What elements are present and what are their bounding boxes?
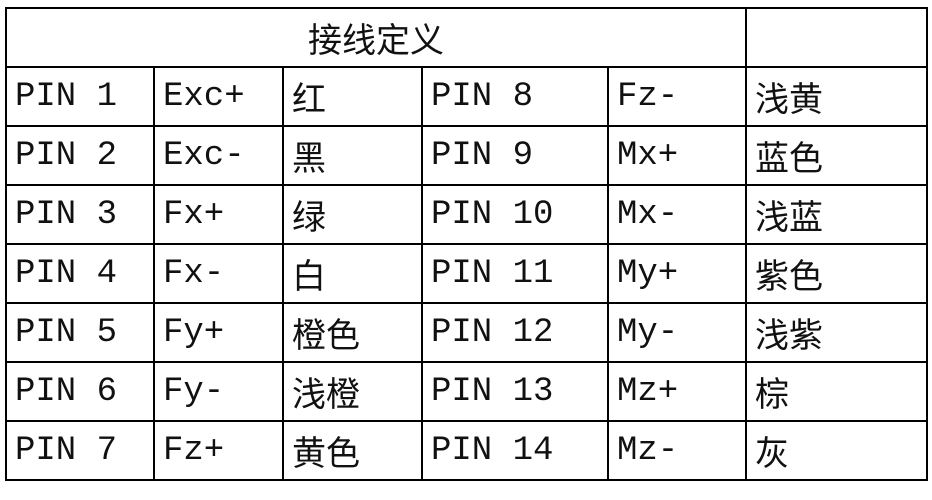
table-row: PIN 4 Fx- 白 PIN 11 My+ 紫色: [5, 243, 928, 304]
signal-left-cell: Fx-: [153, 243, 284, 304]
color-left-cell: 黄色: [282, 420, 423, 481]
color-left-cell: 浅橙: [282, 361, 423, 422]
table-row: PIN 6 Fy- 浅橙 PIN 13 Mz+ 棕: [5, 361, 928, 422]
pin-left-cell: PIN 3: [5, 184, 155, 245]
pin-right-cell: PIN 9: [421, 125, 609, 186]
color-left-cell: 白: [282, 243, 423, 304]
table-row: PIN 1 Exc+ 红 PIN 8 Fz- 浅黄: [5, 66, 928, 127]
color-right-cell: 浅黄: [745, 66, 928, 127]
signal-right-cell: Fz-: [607, 66, 747, 127]
signal-left-cell: Fy-: [153, 361, 284, 422]
pin-left-cell: PIN 5: [5, 302, 155, 363]
pin-right-cell: PIN 8: [421, 66, 609, 127]
pin-left-cell: PIN 6: [5, 361, 155, 422]
color-right-cell: 浅蓝: [745, 184, 928, 245]
pin-left-cell: PIN 2: [5, 125, 155, 186]
wiring-definition-table: 接线定义 PIN 1 Exc+ 红 PIN 8 Fz- 浅黄 PIN 2 Exc- 黑 PIN 9…: [5, 7, 928, 481]
signal-left-cell: Fy+: [153, 302, 284, 363]
table-row: PIN 5 Fy+ 橙色 PIN 12 My- 浅紫: [5, 302, 928, 363]
color-left-cell: 黑: [282, 125, 423, 186]
color-right-cell: 紫色: [745, 243, 928, 304]
empty-header-cell: [745, 7, 928, 68]
pin-left-cell: PIN 7: [5, 420, 155, 481]
color-right-cell: 蓝色: [745, 125, 928, 186]
color-right-cell: 棕: [745, 361, 928, 422]
signal-left-cell: Exc+: [153, 66, 284, 127]
pin-right-cell: PIN 11: [421, 243, 609, 304]
pin-right-cell: PIN 10: [421, 184, 609, 245]
signal-left-cell: Fz+: [153, 420, 284, 481]
signal-right-cell: Mx+: [607, 125, 747, 186]
table-row: PIN 7 Fz+ 黄色 PIN 14 Mz- 灰: [5, 420, 928, 481]
pin-right-cell: PIN 13: [421, 361, 609, 422]
signal-right-cell: Mz+: [607, 361, 747, 422]
color-right-cell: 灰: [745, 420, 928, 481]
table-row: PIN 2 Exc- 黑 PIN 9 Mx+ 蓝色: [5, 125, 928, 186]
signal-right-cell: My-: [607, 302, 747, 363]
color-left-cell: 橙色: [282, 302, 423, 363]
color-left-cell: 绿: [282, 184, 423, 245]
header-row: 接线定义: [5, 7, 928, 68]
pin-right-cell: PIN 14: [421, 420, 609, 481]
color-left-cell: 红: [282, 66, 423, 127]
signal-left-cell: Fx+: [153, 184, 284, 245]
pin-left-cell: PIN 1: [5, 66, 155, 127]
signal-left-cell: Exc-: [153, 125, 284, 186]
signal-right-cell: My+: [607, 243, 747, 304]
color-right-cell: 浅紫: [745, 302, 928, 363]
pin-left-cell: PIN 4: [5, 243, 155, 304]
signal-right-cell: Mz-: [607, 420, 747, 481]
pin-right-cell: PIN 12: [421, 302, 609, 363]
table-row: PIN 3 Fx+ 绿 PIN 10 Mx- 浅蓝: [5, 184, 928, 245]
signal-right-cell: Mx-: [607, 184, 747, 245]
table-title: 接线定义: [5, 7, 747, 68]
